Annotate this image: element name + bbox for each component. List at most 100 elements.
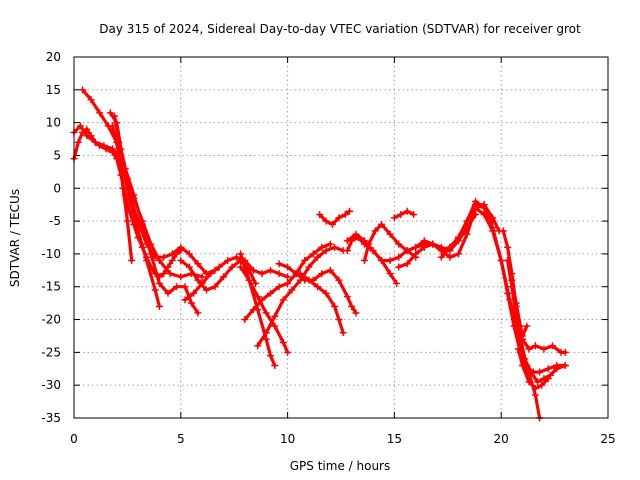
data-point-marker — [397, 211, 405, 219]
data-point-marker — [252, 279, 260, 287]
y-tick-label: -25 — [41, 345, 61, 359]
data-point-marker — [335, 316, 343, 324]
data-point-marker — [403, 207, 411, 215]
data-point-marker — [258, 296, 266, 304]
data-point-marker — [284, 273, 292, 281]
x-axis-label: GPS time / hours — [290, 459, 391, 473]
data-point-marker — [79, 86, 87, 94]
data-point-marker — [378, 256, 386, 264]
data-point-marker — [279, 339, 287, 347]
data-point-marker — [343, 293, 351, 301]
data-point-marker — [249, 266, 257, 274]
data-point-marker — [254, 293, 262, 301]
data-point-marker — [143, 240, 151, 248]
data-point-marker — [271, 361, 279, 369]
series-trace — [392, 209, 416, 220]
data-point-marker — [527, 368, 535, 376]
data-point-marker — [155, 279, 163, 287]
series-arc-25 — [504, 256, 569, 356]
data-point-marker — [544, 375, 552, 383]
data-point-marker — [365, 240, 373, 248]
data-point-marker — [343, 237, 351, 245]
series-arc-8 — [181, 253, 292, 304]
data-point-marker — [164, 289, 172, 297]
data-point-marker — [437, 247, 445, 255]
data-point-marker — [211, 283, 219, 291]
data-point-marker — [534, 378, 542, 386]
data-point-marker — [87, 96, 95, 104]
data-point-marker — [207, 270, 215, 278]
data-point-marker — [390, 214, 398, 222]
data-point-marker — [177, 256, 185, 264]
data-point-marker — [181, 296, 189, 304]
data-point-marker — [403, 260, 411, 268]
data-point-marker — [420, 237, 428, 245]
data-point-marker — [395, 263, 403, 271]
series-trace — [506, 258, 567, 354]
data-point-marker — [119, 184, 127, 192]
y-tick-label: -15 — [41, 280, 61, 294]
data-point-marker — [531, 342, 539, 350]
series-arc-27 — [514, 345, 552, 392]
data-point-marker — [412, 250, 420, 258]
data-point-marker — [177, 243, 185, 251]
data-point-marker — [202, 286, 210, 294]
data-point-marker — [360, 256, 368, 264]
data-point-marker — [540, 345, 548, 353]
data-point-marker — [510, 322, 518, 330]
data-point-marker — [504, 289, 512, 297]
data-point-marker — [254, 342, 262, 350]
data-point-marker — [504, 243, 512, 251]
data-point-marker — [258, 270, 266, 278]
data-point-marker — [267, 289, 275, 297]
data-point-marker — [369, 247, 377, 255]
data-point-marker — [331, 302, 339, 310]
data-point-marker — [386, 230, 394, 238]
data-point-marker — [561, 361, 569, 369]
data-point-marker — [275, 270, 283, 278]
data-point-marker — [185, 250, 193, 258]
data-point-marker — [301, 256, 309, 264]
data-point-marker — [523, 322, 531, 330]
series-trace — [72, 124, 134, 263]
data-point-marker — [155, 302, 163, 310]
data-point-marker — [446, 243, 454, 251]
data-point-marker — [275, 283, 283, 291]
x-tick-label: 20 — [494, 432, 509, 446]
data-point-marker — [241, 316, 249, 324]
data-point-marker — [395, 253, 403, 261]
data-point-marker — [237, 263, 245, 271]
y-tick-label: 20 — [46, 50, 61, 64]
data-point-marker — [275, 260, 283, 268]
series-arc-2 — [70, 122, 136, 264]
data-point-marker — [194, 260, 202, 268]
data-point-marker — [343, 247, 351, 255]
data-point-marker — [326, 266, 334, 274]
data-point-marker — [341, 211, 349, 219]
data-point-marker — [489, 224, 497, 232]
data-point-marker — [143, 256, 151, 264]
data-point-marker — [395, 240, 403, 248]
series-arc-5 — [111, 112, 202, 317]
data-point-marker — [181, 283, 189, 291]
series-arc-15 — [316, 207, 354, 228]
data-point-marker — [160, 253, 168, 261]
data-point-marker — [284, 279, 292, 287]
data-point-marker — [497, 256, 505, 264]
data-point-marker — [316, 211, 324, 219]
data-point-marker — [403, 247, 411, 255]
data-point-marker — [245, 276, 253, 284]
data-point-marker — [548, 342, 556, 350]
data-point-marker — [198, 279, 206, 287]
data-point-marker — [386, 270, 394, 278]
data-point-marker — [318, 270, 326, 278]
data-point-marker — [220, 273, 228, 281]
data-point-marker — [232, 253, 240, 261]
series-arc-19 — [390, 207, 418, 222]
x-tick-label: 25 — [600, 432, 615, 446]
data-point-marker — [410, 211, 418, 219]
data-point-marker — [305, 263, 313, 271]
y-tick-label: 0 — [53, 181, 61, 195]
